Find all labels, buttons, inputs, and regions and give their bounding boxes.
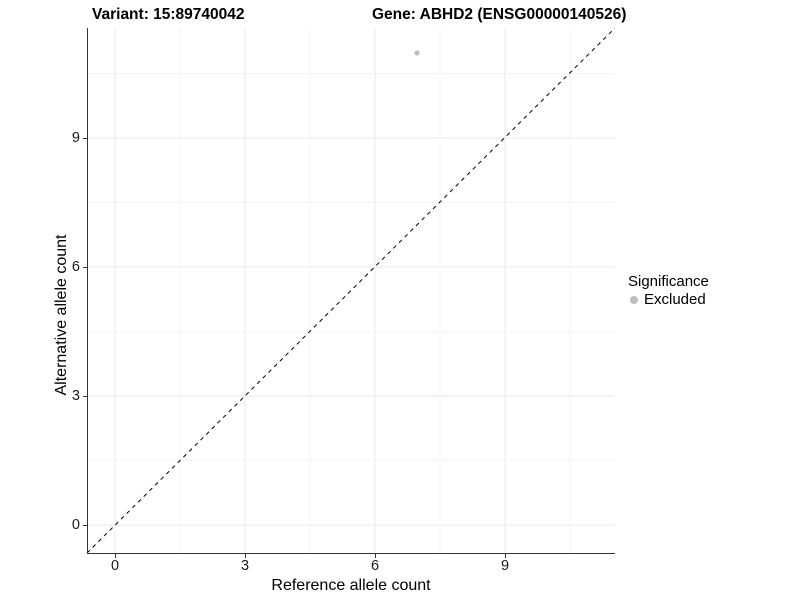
plot-panel xyxy=(86,27,616,554)
x-tick-label: 9 xyxy=(500,558,510,574)
y-tick-mark xyxy=(83,524,87,526)
variant-title: Variant: 15:89740042 xyxy=(92,6,245,23)
y-tick-mark xyxy=(83,266,87,268)
x-tick-mark xyxy=(504,554,506,558)
x-tick-label: 6 xyxy=(370,558,380,574)
x-tick-mark xyxy=(244,554,246,558)
y-tick-label: 6 xyxy=(71,259,80,275)
legend-item-label: Excluded xyxy=(644,291,706,308)
x-tick-label: 3 xyxy=(240,558,250,574)
legend-title: Significance xyxy=(628,273,709,290)
data-point xyxy=(414,50,420,56)
y-tick-label: 9 xyxy=(71,130,80,146)
y-axis-title: Alternative allele count xyxy=(53,234,70,396)
y-tick-mark xyxy=(83,395,87,397)
plot-canvas xyxy=(86,27,616,554)
x-tick-mark xyxy=(114,554,116,558)
y-tick-label: 0 xyxy=(71,517,80,533)
y-tick-mark xyxy=(83,137,87,139)
legend-point-icon xyxy=(630,296,638,304)
x-tick-label: 0 xyxy=(110,558,120,574)
major-gridlines xyxy=(87,28,615,553)
y-tick-label: 3 xyxy=(71,388,80,404)
minor-gridlines xyxy=(87,28,615,553)
x-axis-title: Reference allele count xyxy=(271,577,431,594)
legend-item-excluded: Excluded xyxy=(628,291,709,309)
x-tick-mark xyxy=(374,554,376,558)
axis-lines xyxy=(87,28,615,554)
legend: Significance Excluded xyxy=(628,272,709,309)
gene-title: Gene: ABHD2 (ENSG00000140526) xyxy=(372,6,627,23)
identity-reference-line xyxy=(86,27,616,554)
